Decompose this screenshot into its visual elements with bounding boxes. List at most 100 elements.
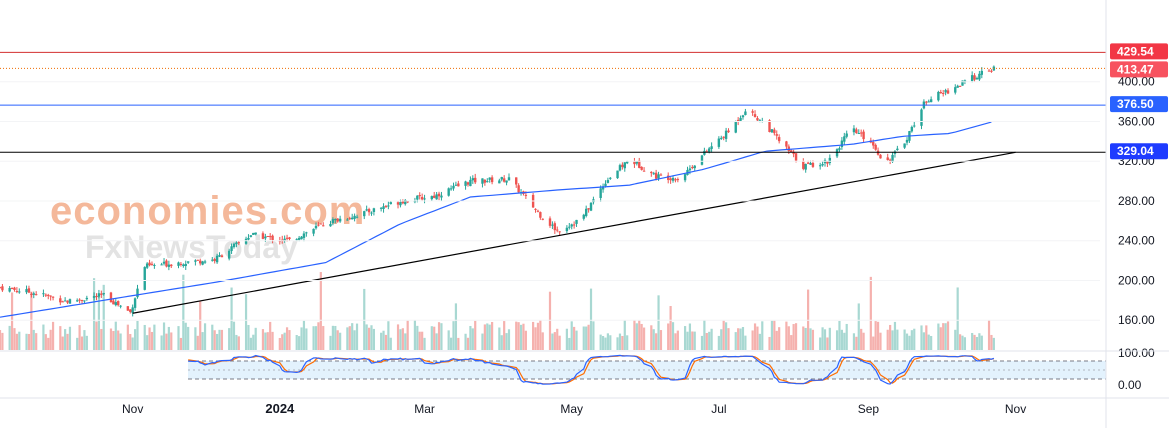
volume-bar <box>51 321 55 350</box>
volume-bar <box>162 322 166 350</box>
moving-average-line <box>0 121 992 318</box>
volume-bar <box>655 333 658 350</box>
volume-bar <box>891 330 894 350</box>
candle-body <box>753 114 757 118</box>
volume-bar <box>100 328 103 350</box>
candle-body <box>756 118 759 121</box>
volume-bar <box>271 331 274 350</box>
candle-body <box>153 265 156 267</box>
candle-body <box>145 263 149 268</box>
candle-body <box>775 134 778 136</box>
candle-body <box>92 295 96 298</box>
volume-bar <box>556 328 559 350</box>
volume-bar <box>179 337 183 350</box>
volume-bar <box>97 294 101 350</box>
candle-body <box>688 168 692 171</box>
volume-bar <box>773 320 776 350</box>
volume-bar <box>626 335 629 350</box>
volume-bar <box>126 324 129 350</box>
volume-bar <box>751 330 754 350</box>
candle-body <box>925 101 928 103</box>
volume-bar <box>790 335 793 350</box>
candle-body <box>471 178 475 181</box>
candle-body <box>63 300 67 302</box>
candle-body <box>437 193 441 197</box>
volume-bar <box>469 325 472 350</box>
candle-body <box>1 286 4 291</box>
volume-bar <box>220 329 224 350</box>
volume-bar <box>886 329 889 350</box>
volume-bar <box>609 335 612 350</box>
volume-bar <box>187 326 190 350</box>
candle-body <box>457 183 460 187</box>
volume-bar <box>922 332 926 350</box>
candle-body <box>840 140 844 148</box>
volume-bar <box>599 334 602 350</box>
time-tick-label: Jul <box>711 402 726 416</box>
volume-bar <box>396 324 400 350</box>
candle-body <box>18 291 21 293</box>
volume-bar <box>623 320 626 350</box>
time-tick-label: Mar <box>414 402 435 416</box>
volume-bar <box>30 291 33 350</box>
candle-body <box>179 263 183 265</box>
candle-body <box>572 224 576 226</box>
volume-bar <box>353 330 356 350</box>
candle-body <box>384 205 388 207</box>
candle-body <box>314 225 318 229</box>
volume-bar <box>199 300 202 350</box>
candle-body <box>423 198 426 200</box>
volume-bar <box>339 332 342 350</box>
volume-bar <box>129 333 132 350</box>
candle-body <box>331 219 335 224</box>
candle-body <box>905 139 909 143</box>
candle-body <box>336 218 339 222</box>
candle-body <box>454 184 458 186</box>
time-tick-label: May <box>560 402 583 416</box>
candle-body <box>220 255 224 258</box>
drawing-layer[interactable] <box>0 51 1106 314</box>
volume-bar <box>283 332 286 350</box>
volume-bar <box>942 323 945 350</box>
candle-body <box>389 202 392 205</box>
volume-bar <box>18 331 21 350</box>
candle-body <box>382 206 385 210</box>
candle-body <box>896 148 899 151</box>
candle-body <box>68 299 72 304</box>
volume-bar <box>819 337 822 350</box>
candle-body <box>302 233 306 238</box>
candle-body <box>10 288 14 290</box>
volume-bar <box>896 329 899 350</box>
volume-bar <box>92 278 96 350</box>
candle-body <box>370 212 373 214</box>
candle-body <box>838 148 841 150</box>
volume-bar <box>638 320 641 350</box>
volume-bar <box>944 323 947 350</box>
volume-bar <box>261 329 265 350</box>
time-tick-label: Nov <box>122 402 143 416</box>
time-axis[interactable]: Nov 2024 Mar May Jul Sep Nov <box>122 401 1026 416</box>
volume-bar <box>0 330 2 350</box>
volume-bar <box>573 326 576 350</box>
volume-bar <box>213 330 216 350</box>
volume-bar <box>76 337 79 350</box>
volume-bar <box>42 324 45 350</box>
candle-body <box>227 250 231 259</box>
candle-body <box>418 195 421 197</box>
candle-body <box>435 194 438 200</box>
candle-body <box>888 159 892 162</box>
volume-bar <box>146 335 149 350</box>
stochastic-tick-label: 0.00 <box>1118 378 1142 392</box>
volume-bar <box>587 324 590 350</box>
volume-bar <box>334 325 337 350</box>
volume-bar <box>201 332 204 350</box>
candle-body <box>575 219 578 224</box>
volume-bar <box>269 321 272 350</box>
candle-body <box>182 264 185 267</box>
volume-bar <box>232 321 236 350</box>
candle-body <box>162 261 166 264</box>
candle-body <box>551 224 554 226</box>
